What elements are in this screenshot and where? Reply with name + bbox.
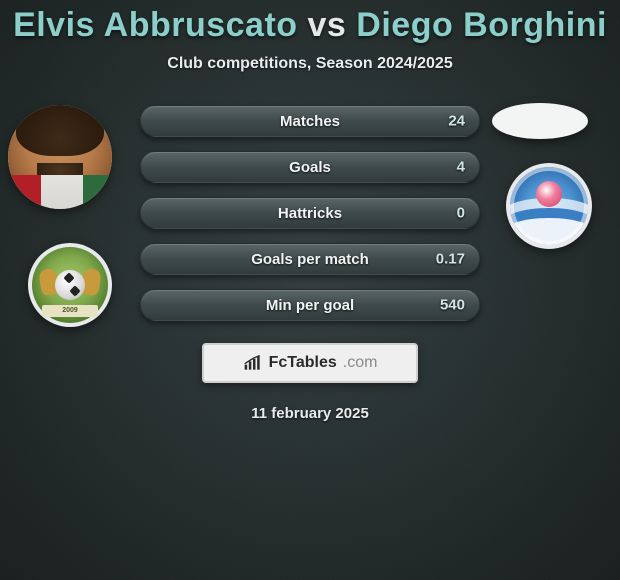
stat-value: 4 [457,159,465,176]
subtitle: Club competitions, Season 2024/2025 [167,55,452,73]
stat-label: Matches [280,113,340,130]
crest-left-field: 2009 [32,247,108,323]
title-vs: vs [308,6,347,44]
stat-value: 0.17 [436,251,465,268]
player1-club-crest: 2009 [28,243,112,327]
stat-rows: Matches 24 Goals 4 Hattricks 0 Goals per… [140,105,480,321]
stat-value: 0 [457,205,465,222]
stat-value: 540 [440,297,465,314]
stat-row-hattricks: Hattricks 0 [140,197,480,229]
site-badge: FcTables .com [202,343,418,383]
stat-row-matches: Matches 24 [140,105,480,137]
date-label: 11 february 2025 [251,405,369,422]
crest-ribbon: 2009 [42,305,98,317]
stat-row-goals-per-match: Goals per match 0.17 [140,243,480,275]
stat-label: Min per goal [266,297,354,314]
crest-ball-icon [55,270,85,300]
stat-row-min-per-goal: Min per goal 540 [140,289,480,321]
player-jersey [8,175,112,209]
crest-right-field [510,167,588,245]
player2-photo-placeholder [492,103,588,139]
page-title: Elvis Abbruscato vs Diego Borghini [13,6,607,45]
crest-ring [510,167,588,245]
stats-section: 2009 Matches 24 [0,105,620,321]
stat-row-goals: Goals 4 [140,151,480,183]
site-name-bold: FcTables [269,354,337,372]
chart-icon [243,354,263,372]
player1-photo [8,105,112,209]
stat-label: Goals [289,159,331,176]
site-name-light: .com [343,354,378,372]
content-root: Elvis Abbruscato vs Diego Borghini Club … [0,0,620,580]
stat-label: Goals per match [251,251,369,268]
player2-club-crest [506,163,592,249]
stat-value: 24 [448,113,465,130]
player-hair [16,105,104,156]
title-player1: Elvis Abbruscato [13,6,297,44]
stat-label: Hattricks [278,205,342,222]
title-player2: Diego Borghini [356,6,607,44]
